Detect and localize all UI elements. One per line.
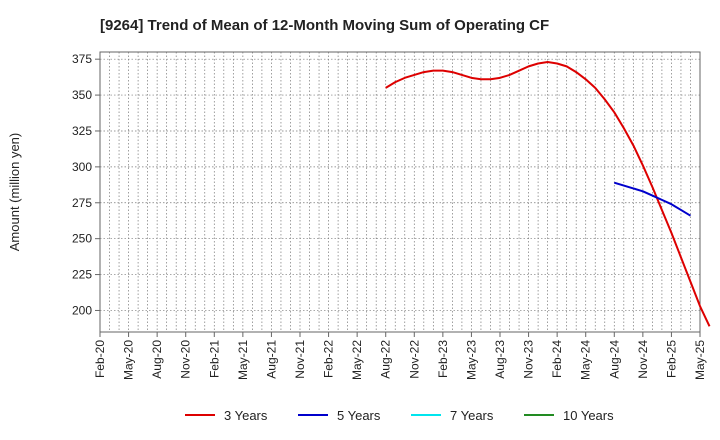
x-tick-label: Feb-22 — [322, 340, 336, 378]
plot-area — [99, 51, 701, 333]
series-line-3-years — [385, 61, 711, 327]
y-tick-label: 200 — [72, 303, 92, 317]
x-tick-label: Nov-24 — [636, 340, 650, 379]
x-tick-label: Feb-25 — [664, 340, 678, 378]
x-tick-label: Aug-20 — [150, 340, 164, 379]
x-tick-label: Nov-23 — [522, 340, 536, 379]
y-tick-label: 300 — [72, 160, 92, 174]
legend: 3 Years 5 Years 7 Years 10 Years — [185, 408, 614, 423]
x-axis: Feb-20 May-20 Aug-20 Nov-20 Feb-21 May-21 Aug-… — [93, 332, 707, 380]
x-tick-label: Aug-22 — [379, 340, 393, 379]
x-tick-label: Feb-23 — [436, 340, 450, 378]
y-tick-label: 225 — [72, 268, 92, 282]
y-tick-label: 325 — [72, 124, 92, 138]
y-axis-label: Amount (million yen) — [7, 133, 22, 252]
x-tick-label: Aug-24 — [607, 340, 621, 379]
x-tick-label: Nov-20 — [179, 340, 193, 379]
x-tick-label: May-23 — [464, 340, 478, 380]
legend-label-7-years: 7 Years — [450, 408, 494, 423]
legend-label-3-years: 3 Years — [224, 408, 268, 423]
y-tick-label: 375 — [72, 52, 92, 66]
x-tick-label: Nov-21 — [293, 340, 307, 379]
legend-label-10-years: 10 Years — [563, 408, 614, 423]
x-tick-label: May-21 — [236, 340, 250, 380]
x-tick-label: May-24 — [579, 340, 593, 380]
x-tick-label: Aug-23 — [493, 340, 507, 379]
x-tick-label: May-25 — [693, 340, 707, 380]
chart-title: [9264] Trend of Mean of 12-Month Moving … — [100, 17, 549, 34]
x-tick-label: Feb-20 — [93, 340, 107, 378]
legend-label-5-years: 5 Years — [337, 408, 381, 423]
y-axis: 200 225 250 275 300 325 350 375 — [72, 52, 100, 317]
x-tick-label: Aug-21 — [264, 340, 278, 379]
series-lines — [385, 61, 711, 327]
x-tick-label: May-22 — [350, 340, 364, 380]
series-line-5-years — [614, 181, 691, 217]
y-tick-label: 275 — [72, 196, 92, 210]
y-tick-label: 350 — [72, 88, 92, 102]
x-tick-label: May-20 — [122, 340, 136, 380]
x-tick-label: Feb-21 — [207, 340, 221, 378]
x-tick-label: Feb-24 — [550, 340, 564, 378]
grid-lines — [99, 52, 701, 332]
y-tick-label: 250 — [72, 232, 92, 246]
x-tick-label: Nov-22 — [407, 340, 421, 379]
